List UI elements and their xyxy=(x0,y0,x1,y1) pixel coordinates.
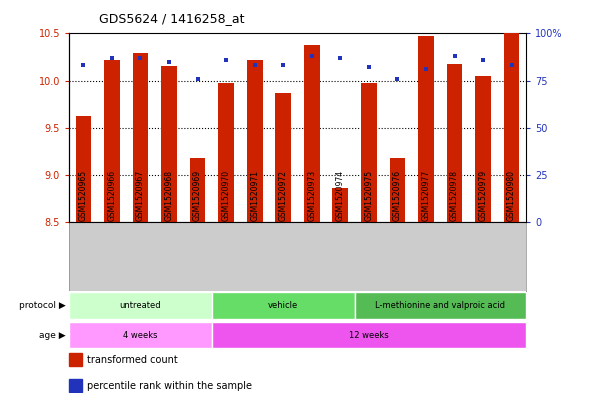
Bar xyxy=(104,60,120,222)
Bar xyxy=(332,188,348,222)
Bar xyxy=(76,116,91,222)
Bar xyxy=(218,83,234,222)
Bar xyxy=(447,64,462,222)
Bar xyxy=(389,158,405,222)
Text: untreated: untreated xyxy=(120,301,161,310)
Text: percentile rank within the sample: percentile rank within the sample xyxy=(87,381,252,391)
Bar xyxy=(161,66,177,222)
Bar xyxy=(212,322,526,348)
Bar xyxy=(475,76,491,222)
Bar xyxy=(355,292,526,319)
Bar xyxy=(504,33,519,222)
Bar xyxy=(275,93,291,222)
Bar xyxy=(212,292,355,319)
Bar xyxy=(247,60,263,222)
Text: 4 weeks: 4 weeks xyxy=(123,331,157,340)
Bar xyxy=(133,53,148,222)
Text: GDS5624 / 1416258_at: GDS5624 / 1416258_at xyxy=(99,12,245,25)
Bar xyxy=(190,158,206,222)
Text: age ▶: age ▶ xyxy=(40,331,66,340)
Bar xyxy=(69,379,82,392)
Text: vehicle: vehicle xyxy=(268,301,298,310)
Bar xyxy=(418,36,434,222)
Text: L-methionine and valproic acid: L-methionine and valproic acid xyxy=(375,301,505,310)
Bar xyxy=(69,353,82,366)
Bar xyxy=(69,322,212,348)
Bar xyxy=(69,292,212,319)
Text: 12 weeks: 12 weeks xyxy=(349,331,389,340)
Text: protocol ▶: protocol ▶ xyxy=(19,301,66,310)
Bar xyxy=(304,45,320,222)
Text: transformed count: transformed count xyxy=(87,355,178,365)
Bar xyxy=(361,83,377,222)
